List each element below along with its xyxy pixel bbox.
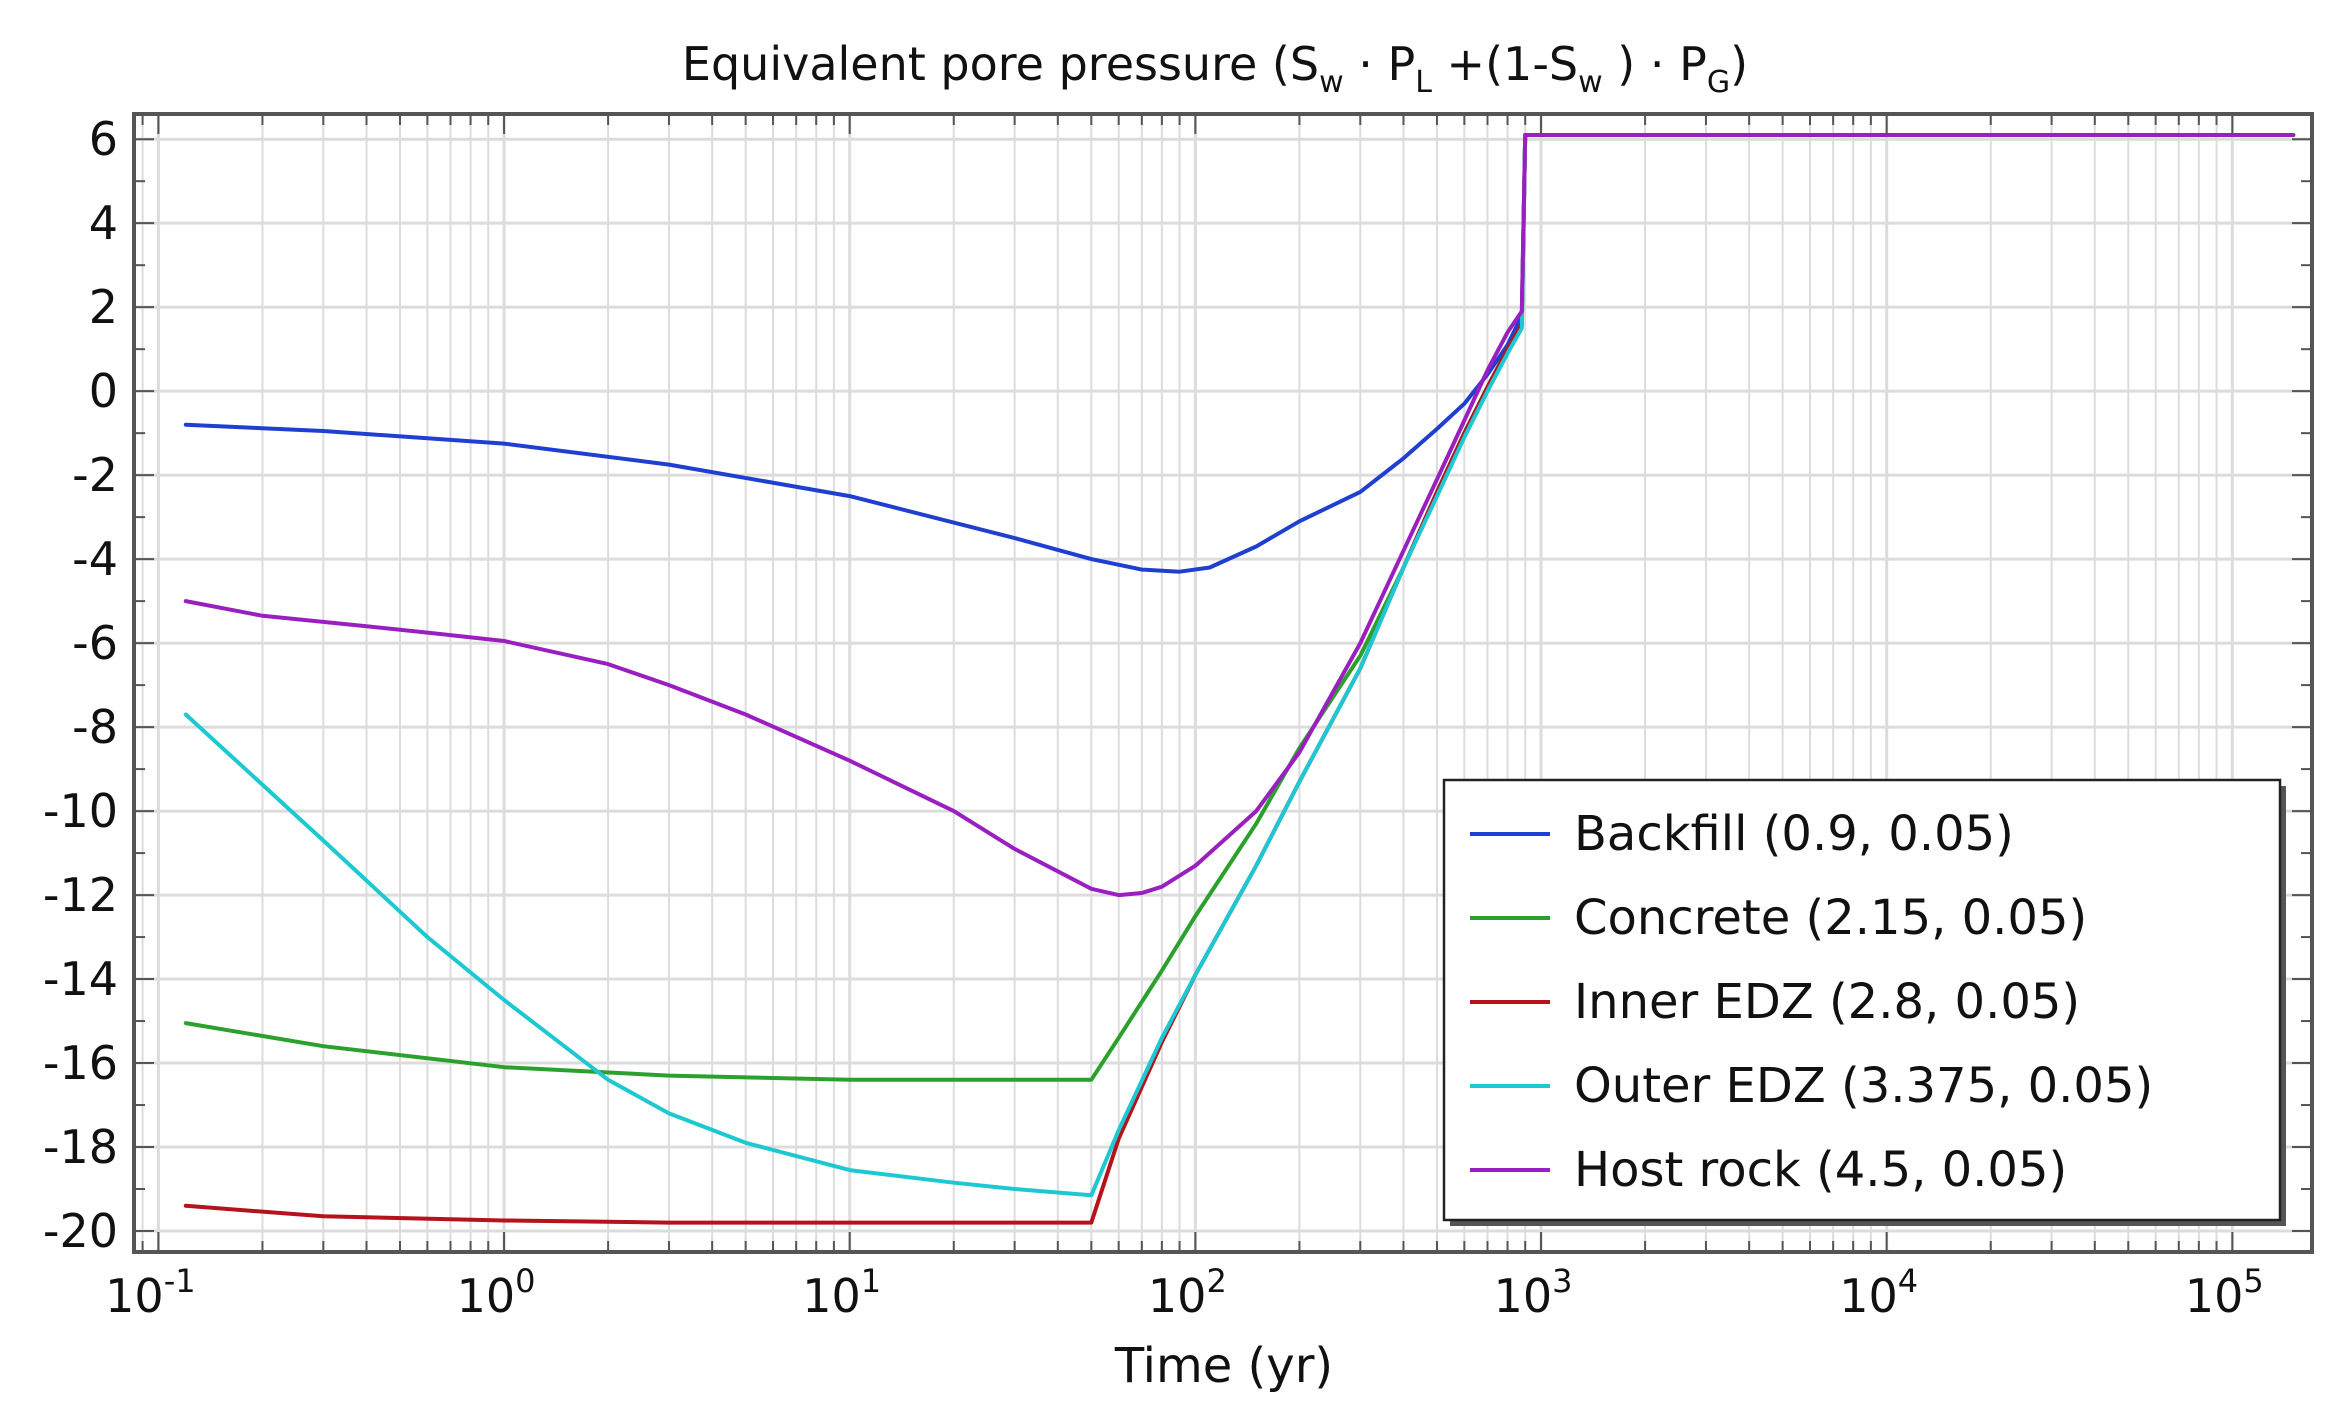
y-tick-label: 0 (89, 364, 118, 418)
title-sub-w1: w (1319, 65, 1344, 100)
x-tick-label-exponent: 3 (1552, 1262, 1572, 1300)
x-tick-label-base: 10 (457, 1269, 516, 1323)
plot-frame (132, 112, 2314, 1254)
axis-ticks (134, 114, 2312, 1252)
x-tick-label-exponent: -1 (164, 1262, 196, 1300)
y-tick-label: -20 (43, 1204, 118, 1258)
x-tick-labels: 10-1 100 101 102 103 104 105 (105, 1262, 2264, 1323)
x-tick-label-base: 10 (1839, 1269, 1898, 1323)
legend-label: Outer EDZ (3.375, 0.05) (1574, 1058, 2153, 1114)
y-tick-label: -10 (43, 784, 118, 838)
x-tick-label: 10-1 (105, 1262, 195, 1323)
series-line-backfill (183, 133, 2296, 574)
x-tick-label: 102 (1148, 1262, 1227, 1323)
x-tick-label-base: 10 (802, 1269, 861, 1323)
y-tick-label: -18 (43, 1120, 118, 1174)
title-sub-l: L (1415, 65, 1432, 100)
x-tick-label-exponent: 1 (861, 1262, 881, 1300)
x-tick-label: 100 (457, 1262, 536, 1323)
y-tick-label: -14 (43, 952, 118, 1006)
x-tick-label-exponent: 4 (1898, 1262, 1918, 1300)
x-tick-label-exponent: 5 (2243, 1262, 2263, 1300)
x-tick-label: 104 (1839, 1262, 1918, 1323)
x-tick-label-base: 10 (105, 1269, 164, 1323)
legend-label: Backfill (0.9, 0.05) (1574, 806, 2014, 862)
legend-label: Host rock (4.5, 0.05) (1574, 1142, 2067, 1198)
title-sub-g: G (1707, 65, 1730, 100)
y-tick-label: 6 (89, 112, 118, 166)
series-line-host-rock (183, 133, 2296, 898)
legend: Backfill (0.9, 0.05) Concrete (2.15, 0.05… (1442, 778, 2286, 1226)
series-lines (183, 133, 2296, 1225)
series-line-outer-edz (183, 133, 2296, 1198)
x-tick-label: 101 (802, 1262, 881, 1323)
y-tick-label: -6 (72, 616, 118, 670)
x-tick-label-base: 10 (1148, 1269, 1207, 1323)
y-tick-label: -8 (72, 700, 118, 754)
y-tick-label: 2 (89, 280, 118, 334)
y-tick-label: -16 (43, 1036, 118, 1090)
y-tick-label: -12 (43, 868, 118, 922)
x-tick-label-base: 10 (1494, 1269, 1553, 1323)
y-tick-labels: 6 4 2 0 -2 -4 -6 -8 -10 -12 -14 -16 -18 -20 (43, 112, 118, 1258)
x-axis-label: Time (yr) (1114, 1338, 1333, 1394)
x-tick-label-exponent: 0 (515, 1262, 535, 1300)
x-tick-label: 105 (2185, 1262, 2264, 1323)
y-tick-label: -4 (72, 532, 118, 586)
x-tick-label: 103 (1494, 1262, 1573, 1323)
chart-title: Equivalent pore pressure (Sw · PL +(1-Sw… (682, 37, 1748, 100)
title-sub-w2: w (1578, 65, 1603, 100)
legend-label: Concrete (2.15, 0.05) (1574, 890, 2087, 946)
legend-label: Inner EDZ (2.8, 0.05) (1574, 974, 2080, 1030)
y-tick-label: -2 (72, 448, 118, 502)
y-tick-label: 4 (89, 196, 118, 250)
legend-box (1442, 778, 2282, 1222)
x-tick-label-base: 10 (2185, 1269, 2244, 1323)
x-tick-label-exponent: 2 (1206, 1262, 1226, 1300)
